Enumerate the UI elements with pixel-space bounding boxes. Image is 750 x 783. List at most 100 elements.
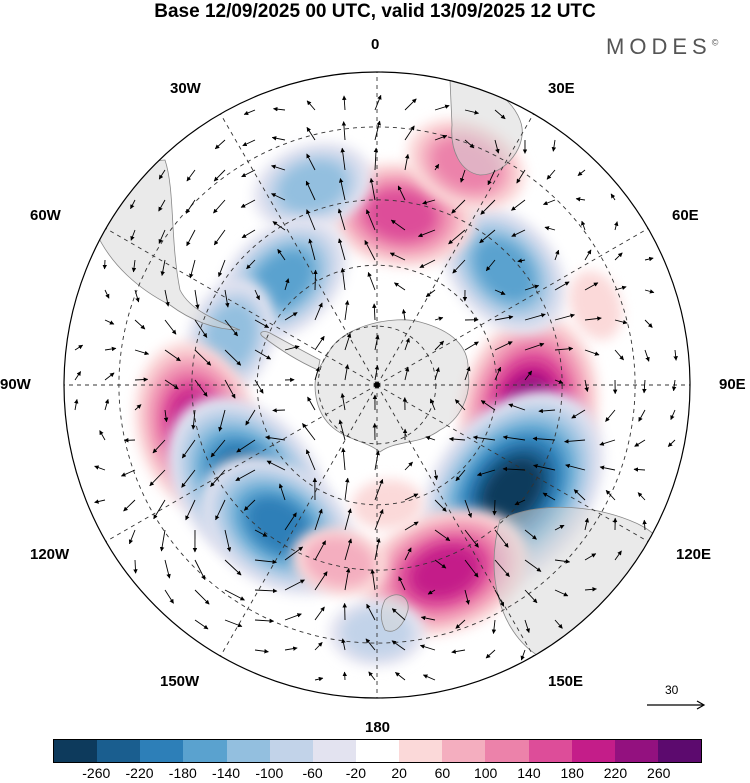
wind-vector [542,492,556,501]
colorbar-swatch-10 [485,740,529,762]
wind-vector [434,529,451,542]
wind-vector [277,248,286,261]
wind-vector [342,95,347,111]
wind-vector [271,193,286,201]
colorbar-tick-label: 60 [434,765,451,781]
wind-vector [185,499,196,521]
wind-vector [284,512,297,531]
wind-vector [480,400,496,411]
wind-vector [520,649,526,661]
wind-vector [344,364,350,381]
wind-vector [614,221,619,231]
lon-label-60e: 60E [672,207,699,224]
wind-vector [605,489,616,501]
anomaly-center-6 [253,142,373,232]
wind-vector [130,229,136,241]
wind-vector [564,439,586,444]
wind-vector [599,439,616,446]
wind-vector [344,538,353,561]
wind-vector [389,252,406,261]
wind-vector [367,271,376,291]
wind-vector [404,521,419,531]
wind-vector [278,483,286,501]
wind-vector [163,409,169,423]
wind-vector [391,640,406,651]
wind-vector [599,465,616,471]
wind-vector [254,529,268,537]
wind-vector [494,341,513,351]
wind-vector [235,469,256,482]
wind-vector [372,303,377,321]
wind-vector [181,439,196,459]
wind-vector [341,638,346,651]
wind-vector [532,436,556,441]
wind-vector [284,546,304,561]
wind-vector [584,379,589,392]
wind-vector [524,559,542,572]
wind-vector [340,393,346,411]
wind-vector [254,319,270,329]
wind-vector [524,313,546,321]
wind-vector [554,346,574,352]
colorbar-tick-label: 20 [391,765,407,781]
wind-vector [314,335,325,351]
wind-vector [644,349,650,362]
wind-vector [644,256,654,262]
wind-vector [452,259,466,274]
wind-vector [494,366,502,381]
lon-label-0: 0 [371,36,380,53]
wind-vector [398,576,406,591]
wind-vector [667,439,676,447]
wind-vector [164,589,174,604]
wind-vector [120,469,136,477]
wind-vector [314,571,328,591]
wind-vector [454,399,466,411]
wind-vector [472,435,496,441]
wind-vector [284,345,300,351]
wind-vector [464,139,475,149]
wind-vector [134,377,149,382]
wind-vector [265,435,286,441]
wind-vector [614,252,623,261]
wind-vector [158,169,166,180]
wind-vector [338,419,346,441]
wind-vector [494,529,509,548]
wind-vector [306,209,316,231]
wind-vector [460,169,466,183]
wind-vector [427,589,436,595]
wind-vector [448,436,466,442]
wind-vector [306,100,316,111]
wind-vector [340,267,346,291]
wind-vector [524,619,530,634]
wind-vector [307,396,316,411]
lon-label-90w: 90W [0,376,31,393]
wind-vector [511,199,526,211]
wind-vector [314,366,320,381]
wind-vector [131,259,137,273]
wind-vector [417,229,436,238]
wind-vector [464,499,472,518]
colorbar-tick-label: -20 [345,765,366,781]
arrow-right-icon [647,700,706,710]
wind-vector [214,139,226,150]
wind-vector [164,379,179,390]
latitude-circle [256,264,498,506]
wind-vector [538,408,556,414]
anomaly-contour-band [474,238,535,302]
wind-vector [404,461,413,471]
colorbar-tick-label: -220 [125,765,154,781]
wind-vector [464,589,470,605]
anomaly-contour-band [410,545,480,599]
wind-vector [577,169,586,176]
wind-vector [433,469,439,481]
wind-vector [524,529,537,540]
wind-vector [159,529,166,552]
wind-vector [404,153,410,171]
wind-vector [344,567,351,591]
lon-label-180: 180 [365,719,391,736]
wind-vector [314,676,324,682]
wind-vector [633,467,646,472]
wind-vector [610,193,616,201]
wind-vector [502,466,526,472]
wind-vector [374,478,384,501]
